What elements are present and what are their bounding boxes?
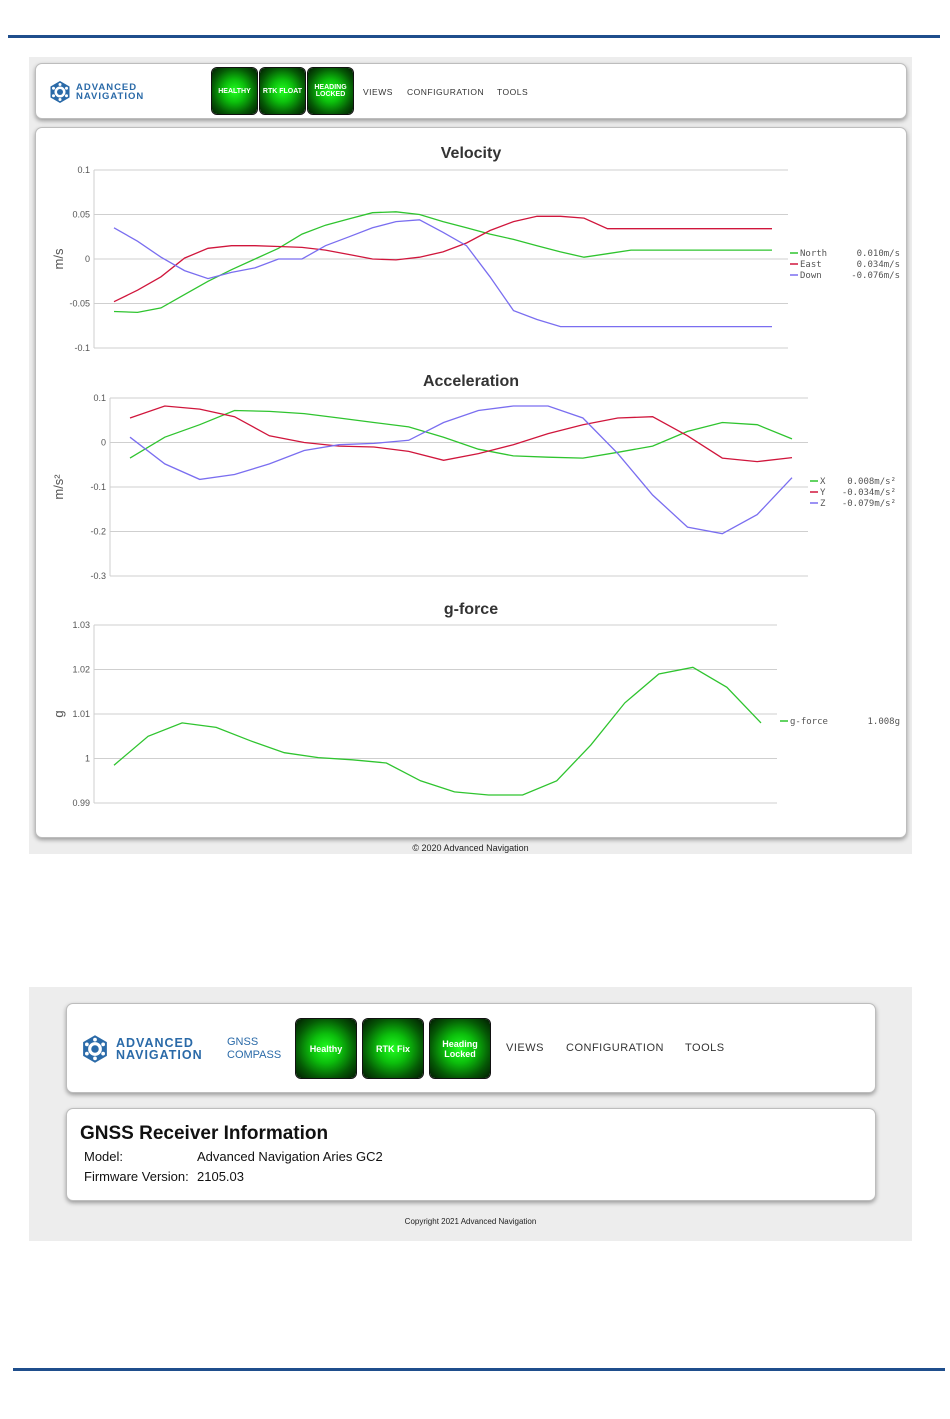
charts-panel: Velocity m/s 0.1 0.05 0 -0.05 -0.1 North 0.010m/… [35, 127, 907, 838]
nav-views[interactable]: VIEWS [363, 87, 393, 97]
y-tick-label: 1.02 [72, 665, 90, 675]
legend-name: Z [820, 499, 826, 509]
nav-tools[interactable]: TOOLS [685, 1042, 725, 1054]
bottom-screenshot: ADVANCED NAVIGATION GNSS COMPASS Healthy… [29, 987, 912, 1241]
firmware-value: 2105.03 [197, 1169, 244, 1184]
status-heading[interactable]: HEADING LOCKED [308, 68, 353, 114]
legend-readout: -0.076m/s [851, 271, 900, 281]
top-nav-bar: ADVANCED NAVIGATION HEALTHY RTK FLOAT HE… [35, 63, 907, 119]
product-name: GNSS COMPASS [227, 1036, 281, 1061]
chart-title: Velocity [441, 145, 502, 162]
nav-views[interactable]: VIEWS [506, 1042, 544, 1054]
info-title: GNSS Receiver Information [80, 1123, 329, 1144]
bottom-logo[interactable]: ADVANCED NAVIGATION [80, 1034, 203, 1064]
series-line-x [129, 409, 793, 459]
legend-readout: -0.079m/s² [842, 499, 896, 509]
chart-title: Acceleration [423, 373, 519, 390]
legend-readout: 0.010m/s [857, 249, 900, 259]
legend-name: Down [800, 271, 822, 281]
series-line-east [113, 215, 772, 303]
y-tick-label: -0.3 [90, 571, 106, 581]
y-tick-label: 0.05 [72, 210, 90, 220]
y-axis-label: m/s² [51, 474, 66, 500]
charts-svg: Velocity m/s 0.1 0.05 0 -0.05 -0.1 North 0.010m/… [51, 145, 900, 808]
legend-readout: -0.034m/s² [842, 488, 896, 498]
series-line-z [129, 405, 793, 535]
logo-line-1: ADVANCED [116, 1035, 194, 1050]
legend-name: X [820, 477, 826, 487]
status-healthy[interactable]: HEALTHY [212, 68, 257, 114]
nav-tools[interactable]: TOOLS [497, 87, 529, 97]
series-line-y [129, 405, 793, 463]
y-tick-label: 0 [101, 438, 106, 448]
top-screenshot: ADVANCED NAVIGATION HEALTHY RTK FLOAT HE… [29, 57, 912, 854]
legend-name: Y [820, 488, 826, 498]
y-tick-label: 1.01 [72, 709, 90, 719]
nav-configuration[interactable]: CONFIGURATION [407, 87, 485, 97]
model-value: Advanced Navigation Aries GC2 [197, 1149, 383, 1164]
y-tick-label: 1.03 [72, 620, 90, 630]
legend-readout: 0.008m/s² [847, 477, 896, 487]
y-axis-label: m/s [51, 248, 66, 269]
y-tick-label: 0 [85, 254, 90, 264]
y-tick-label: -0.2 [90, 527, 106, 537]
legend-name: g-force [790, 717, 828, 727]
bottom-nav-bar: ADVANCED NAVIGATION GNSS COMPASS Healthy… [66, 1003, 876, 1093]
legend-readout: 1.008g [867, 717, 900, 727]
legend-readout: 0.034m/s [857, 260, 900, 270]
series-line-down [113, 219, 772, 328]
y-tick-label: -0.1 [90, 482, 106, 492]
status-healthy[interactable]: Healthy [296, 1019, 356, 1078]
nav-configuration[interactable]: CONFIGURATION [566, 1042, 664, 1054]
logo-line-1: ADVANCED [76, 81, 138, 93]
bottom-footer: Copyright 2021 Advanced Navigation [404, 1217, 537, 1226]
legend-name: East [800, 260, 822, 270]
status-heading[interactable]: Heading Locked [430, 1019, 490, 1078]
series-line-north [113, 211, 772, 314]
page-top-rule [8, 35, 940, 38]
advanced-navigation-logo-icon [83, 1035, 107, 1063]
y-tick-label: -0.1 [74, 343, 90, 353]
logo-line-2: NAVIGATION [116, 1048, 203, 1062]
y-tick-label: 1 [85, 754, 90, 764]
model-label: Model: [84, 1149, 124, 1164]
y-tick-label: 0.1 [93, 393, 106, 403]
product-line-1: GNSS [227, 1036, 259, 1048]
y-tick-label: 0.99 [72, 798, 90, 808]
advanced-navigation-logo-icon [50, 81, 70, 103]
y-tick-label: 0.1 [77, 165, 90, 175]
chart-title: g-force [444, 601, 498, 618]
legend-name: North [800, 249, 827, 259]
top-logo[interactable]: ADVANCED NAVIGATION [48, 80, 144, 104]
y-tick-label: -0.05 [69, 299, 90, 309]
receiver-info-panel: GNSS Receiver Information Model: Advance… [66, 1108, 876, 1201]
y-axis-label: g [51, 710, 66, 717]
page-bottom-rule [13, 1368, 945, 1371]
logo-line-2: NAVIGATION [76, 91, 145, 102]
product-line-2: COMPASS [227, 1048, 282, 1061]
series-line-g-force [113, 666, 762, 796]
firmware-label: Firmware Version: [84, 1169, 189, 1184]
top-footer: © 2020 Advanced Navigation [412, 843, 529, 853]
status-rtk[interactable]: RTK Fix [363, 1019, 423, 1078]
status-rtk[interactable]: RTK FLOAT [260, 68, 305, 114]
